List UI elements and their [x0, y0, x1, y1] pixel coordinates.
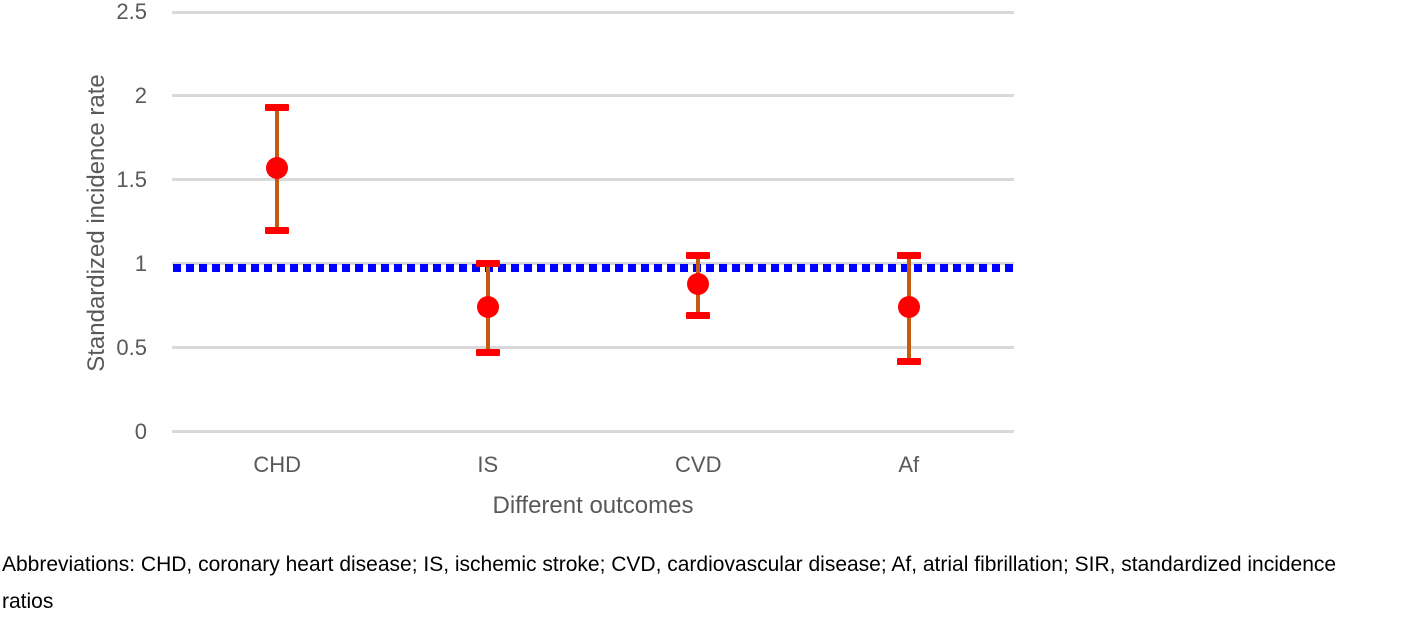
gridline-y-0.5 [172, 346, 1014, 350]
x-category-label-CHD: CHD [253, 452, 302, 477]
error-bar-cap-top-IS [475, 260, 500, 268]
data-point-IS [476, 296, 499, 319]
error-bar-cap-top-Af [896, 251, 921, 259]
error-bar-cap-bottom-IS [475, 349, 500, 357]
x-category-label-IS: IS [477, 452, 499, 477]
y-tick-label: 2.5 [116, 0, 147, 24]
gridline-y-2.5 [172, 10, 1014, 14]
x-category-label-CVD: CVD [675, 452, 722, 477]
error-bar-cap-bottom-CVD [686, 312, 711, 320]
gridline-y-1 [172, 262, 1014, 266]
abbreviations-note: Abbreviations: CHD, coronary heart disea… [2, 546, 1417, 620]
x-category-label-Af: Af [898, 452, 920, 477]
gridline-y-0 [172, 430, 1014, 433]
reference-line [173, 264, 1017, 273]
x-axis-title: Different outcomes [492, 492, 694, 519]
y-axis-title: Standardized incidence rate [83, 74, 110, 372]
data-point-Af [897, 296, 920, 319]
y-tick-label: 2 [134, 82, 147, 108]
error-bar-cap-bottom-CHD [265, 226, 290, 234]
error-bar-cap-top-CVD [686, 251, 711, 259]
y-tick-label: 1.5 [116, 166, 147, 192]
data-point-CVD [687, 272, 710, 295]
abbreviations-line-2: ratios [2, 590, 54, 613]
error-bar-cap-bottom-Af [896, 357, 921, 365]
gridline-y-1.5 [172, 178, 1014, 182]
gridline-y-2 [172, 94, 1014, 98]
abbreviations-line-1: Abbreviations: CHD, coronary heart disea… [2, 553, 1337, 576]
y-tick-label: 0 [134, 418, 147, 444]
error-bar-cap-top-CHD [265, 104, 290, 112]
y-tick-label: 0.5 [116, 334, 147, 360]
y-tick-label: 1 [134, 250, 147, 276]
data-point-CHD [266, 157, 289, 180]
